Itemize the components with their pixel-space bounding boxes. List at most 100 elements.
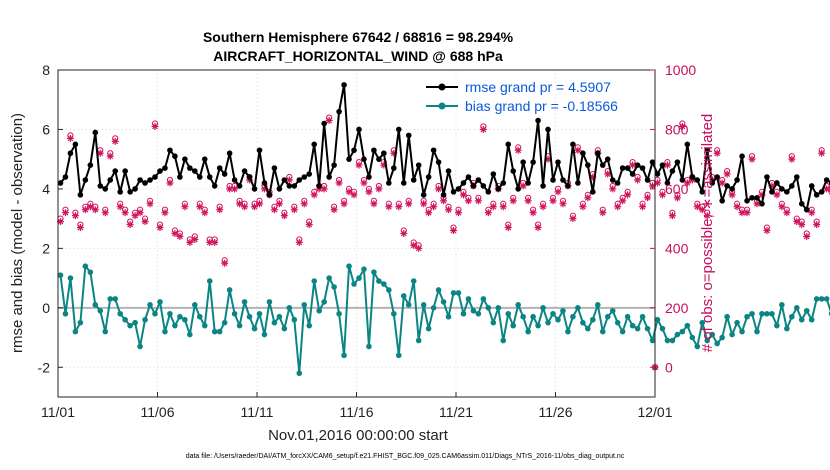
obs-assimilated-point-96 bbox=[534, 224, 542, 232]
obs-assimilated-point-140 bbox=[753, 200, 761, 208]
bias-series-point-110 bbox=[604, 313, 611, 320]
obs-assimilated-point-68 bbox=[395, 203, 403, 211]
obs-assimilated-point-124 bbox=[673, 194, 681, 202]
bias-series-point-38 bbox=[246, 313, 253, 320]
bias-series-point-26 bbox=[187, 331, 193, 338]
bias-series-point-63 bbox=[371, 269, 377, 275]
rmse-series-point-11 bbox=[112, 168, 119, 174]
bias-series-point-79 bbox=[450, 290, 457, 296]
obs-assimilated-point-104 bbox=[574, 146, 582, 154]
rmse-series-point-94 bbox=[525, 180, 531, 186]
rmse-series-point-138 bbox=[744, 198, 750, 204]
bias-series-point-33 bbox=[221, 319, 228, 326]
y-tick-label-left-3: 4 bbox=[42, 181, 50, 197]
bias-series-point-23 bbox=[172, 322, 178, 329]
rmse-series-point-117 bbox=[639, 165, 646, 171]
obs-assimilated-point-92 bbox=[514, 146, 522, 154]
rmse-series-point-87 bbox=[490, 171, 497, 177]
rmse-series-point-91 bbox=[510, 168, 517, 174]
bias-series-point-3 bbox=[72, 328, 79, 335]
obs-assimilated-point-39 bbox=[251, 203, 259, 211]
rmse-series-point-62 bbox=[366, 174, 372, 180]
obs-assimilated-point-56 bbox=[335, 179, 343, 187]
rmse-series-point-6 bbox=[87, 162, 94, 168]
bias-series-point-138 bbox=[744, 313, 750, 320]
x-tick-label-3: 11/16 bbox=[340, 404, 374, 420]
rmse-series-point-149 bbox=[798, 200, 805, 207]
y-tick-label-left-0: -2 bbox=[38, 359, 51, 375]
bias-series-point-95 bbox=[530, 313, 536, 320]
bias-series-point-120 bbox=[654, 316, 661, 323]
rmse-series-point-71 bbox=[410, 177, 417, 183]
obs-assimilated-point-73 bbox=[420, 200, 428, 208]
obs-assimilated-point-46 bbox=[285, 176, 293, 184]
rmse-series-point-98 bbox=[545, 126, 551, 133]
rmse-series-point-61 bbox=[361, 156, 367, 162]
obs-assimilated-point-48 bbox=[295, 238, 303, 246]
obs-assimilated-point-135 bbox=[728, 191, 736, 199]
rmse-series-point-44 bbox=[276, 186, 283, 192]
obs-assimilated-point-130 bbox=[703, 212, 711, 220]
rmse-series-point-142 bbox=[764, 174, 770, 180]
obs-assimilated-point-40 bbox=[255, 200, 263, 208]
y-tick-label-left-5: 8 bbox=[42, 62, 50, 78]
rmse-series-point-147 bbox=[789, 183, 795, 189]
rmse-series-point-10 bbox=[107, 177, 114, 183]
rmse-series-point-144 bbox=[774, 180, 780, 186]
obs-assimilated-point-74 bbox=[425, 209, 433, 217]
legend-rmse-marker bbox=[438, 83, 446, 91]
x-tick-label-5: 11/26 bbox=[539, 404, 573, 420]
obs-assimilated-point-99 bbox=[549, 197, 557, 205]
obs-assimilated-point-57 bbox=[340, 200, 348, 208]
rmse-series-point-47 bbox=[291, 183, 298, 189]
rmse-series-point-152 bbox=[813, 192, 820, 198]
obs-assimilated-point-62 bbox=[365, 188, 373, 196]
rmse-series-point-31 bbox=[211, 183, 218, 189]
rmse-series-point-40 bbox=[256, 147, 263, 154]
bias-series-point-112 bbox=[614, 319, 621, 326]
bias-series-point-48 bbox=[296, 370, 303, 377]
rmse-series-point-96 bbox=[535, 117, 541, 124]
bias-series-point-129 bbox=[699, 319, 706, 326]
obs-assimilated-point-71 bbox=[410, 241, 418, 249]
rmse-series-point-120 bbox=[654, 171, 661, 177]
rmse-series-point-80 bbox=[455, 186, 462, 192]
y-tick-label-right-4: 800 bbox=[665, 121, 689, 137]
obs-assimilated-point-128 bbox=[693, 203, 701, 211]
obs-assimilated-point-51 bbox=[310, 191, 318, 199]
obs-assimilated-point-78 bbox=[445, 206, 453, 214]
obs-assimilated-point-148 bbox=[793, 218, 801, 226]
rmse-series-point-53 bbox=[321, 120, 327, 127]
y-tick-label-right-5: 1000 bbox=[665, 62, 696, 78]
bias-series-point-34 bbox=[226, 287, 233, 293]
rmse-series-point-115 bbox=[629, 171, 636, 177]
bias-series-point-12 bbox=[117, 310, 123, 317]
obs-assimilated-point-14 bbox=[126, 221, 134, 229]
obs-assimilated-point-93 bbox=[519, 182, 527, 190]
bias-series-point-64 bbox=[376, 278, 382, 284]
bias-series-point-153 bbox=[818, 296, 825, 302]
obs-assimilated-point-24 bbox=[176, 232, 184, 240]
bias-series-point-100 bbox=[555, 316, 561, 323]
rmse-series-point-20 bbox=[157, 168, 163, 174]
bias-series-point-14 bbox=[127, 322, 133, 329]
bias-series-point-35 bbox=[231, 310, 238, 317]
obs-assimilated-point-28 bbox=[196, 203, 204, 211]
rmse-series-point-83 bbox=[470, 183, 477, 189]
bias-series-point-142 bbox=[764, 310, 770, 317]
obs-assimilated-point-2 bbox=[66, 134, 74, 142]
bias-series-point-91 bbox=[510, 322, 517, 329]
bias-series-point-62 bbox=[366, 343, 372, 350]
rmse-series-point-86 bbox=[485, 189, 492, 195]
bias-series-point-45 bbox=[281, 325, 288, 332]
bias-series-point-71 bbox=[410, 278, 417, 284]
rmse-series-point-39 bbox=[251, 186, 258, 192]
obs-assimilated-point-97 bbox=[539, 203, 547, 211]
obs-assimilated-point-77 bbox=[440, 197, 448, 205]
rmse-series-point-113 bbox=[619, 165, 626, 171]
obs-assimilated-point-3 bbox=[71, 212, 79, 220]
rmse-series-point-4 bbox=[77, 192, 84, 198]
bias-series-point-113 bbox=[619, 328, 626, 335]
rmse-series-point-119 bbox=[649, 159, 656, 165]
rmse-series-point-154 bbox=[823, 177, 830, 183]
